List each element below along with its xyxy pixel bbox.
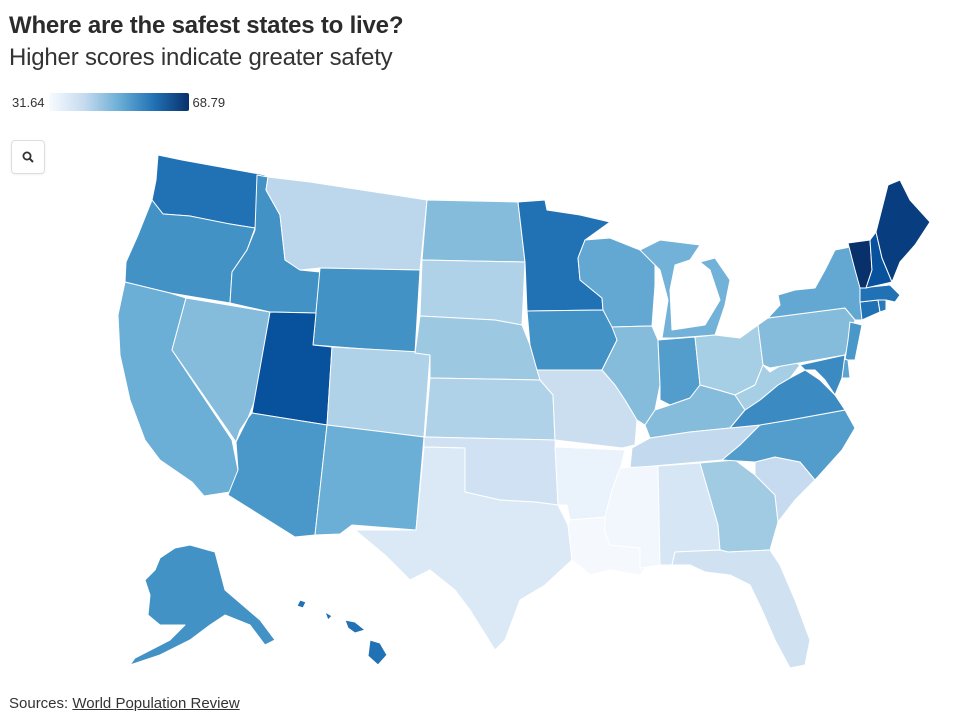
state-MA[interactable] xyxy=(859,284,901,303)
state-WY[interactable] xyxy=(312,267,421,354)
state-SD[interactable] xyxy=(419,259,526,326)
state-TX[interactable] xyxy=(354,446,573,651)
legend-gradient-bar xyxy=(48,93,189,111)
state-NM[interactable] xyxy=(314,424,425,536)
sources-label: Sources: xyxy=(9,695,69,712)
state-MI[interactable] xyxy=(639,239,731,339)
state-HI[interactable] xyxy=(296,599,388,666)
legend-max-label: 68.79 xyxy=(192,94,226,110)
color-legend: 31.64 68.79 xyxy=(12,93,225,111)
state-ME[interactable] xyxy=(875,179,931,283)
state-WI[interactable] xyxy=(577,237,656,328)
zoom-button[interactable] xyxy=(11,140,45,174)
state-GA[interactable] xyxy=(699,459,779,553)
state-ND[interactable] xyxy=(421,199,526,263)
state-NY[interactable] xyxy=(767,244,863,321)
state-CT[interactable] xyxy=(859,299,881,321)
state-RI[interactable] xyxy=(877,299,887,313)
us-choropleth-map[interactable] xyxy=(0,140,978,680)
legend-min-label: 31.64 xyxy=(12,94,45,110)
source-line: Sources: World Population Review xyxy=(9,695,240,712)
state-AZ[interactable] xyxy=(227,412,328,538)
search-icon xyxy=(22,151,34,163)
state-MD[interactable] xyxy=(799,354,846,396)
state-NJ[interactable] xyxy=(844,321,863,361)
state-KS[interactable] xyxy=(424,377,556,441)
state-MT[interactable] xyxy=(265,176,428,271)
state-FL[interactable] xyxy=(671,549,811,669)
chart-title: Where are the safest states to live? xyxy=(9,12,404,39)
source-link[interactable]: World Population Review xyxy=(72,695,240,712)
state-NE[interactable] xyxy=(414,315,541,381)
state-AK[interactable] xyxy=(129,544,276,666)
state-OH[interactable] xyxy=(694,324,764,396)
chart-subtitle: Higher scores indicate greater safety xyxy=(9,44,393,71)
state-CO[interactable] xyxy=(326,346,431,438)
state-IA[interactable] xyxy=(526,309,618,371)
